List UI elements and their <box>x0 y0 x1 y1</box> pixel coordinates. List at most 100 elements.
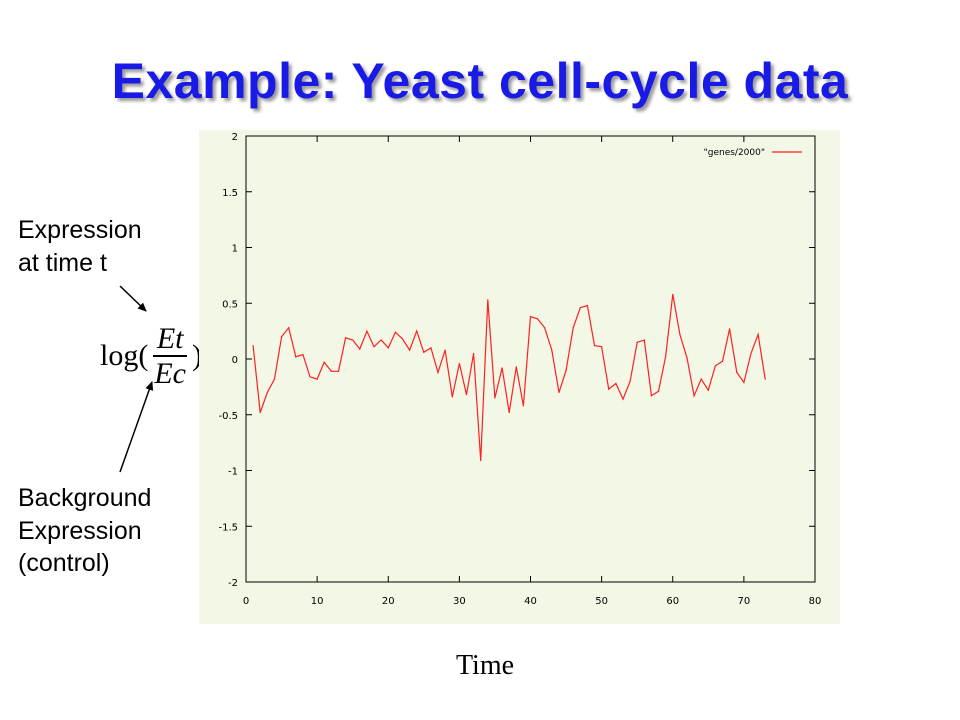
formula-numerator: Et <box>152 322 188 357</box>
x-tick-label: 10 <box>311 596 324 607</box>
data-point <box>408 349 411 351</box>
x-tick-label: 80 <box>809 596 822 607</box>
data-point <box>764 378 766 380</box>
data-point <box>280 336 283 338</box>
data-point <box>757 333 759 336</box>
data-point <box>430 347 432 349</box>
data-point <box>380 339 382 341</box>
background-arrow <box>119 381 154 473</box>
data-point <box>359 348 361 350</box>
x-tick-label: 30 <box>453 596 466 607</box>
y-tick-label: 1 <box>232 244 238 255</box>
background-label-line1: Background <box>18 484 152 512</box>
data-point <box>501 367 503 369</box>
slide-title: Example: Yeast cell-cycle data <box>111 53 849 109</box>
data-point <box>700 378 702 380</box>
data-point <box>601 346 603 348</box>
x-tick-label: 70 <box>738 596 751 607</box>
data-point <box>366 330 368 332</box>
data-point <box>558 391 560 394</box>
data-point <box>736 371 738 373</box>
y-tick-label: 0 <box>232 355 238 366</box>
data-point <box>316 378 318 380</box>
data-point <box>657 390 660 392</box>
plot-background <box>199 130 840 624</box>
y-tick-label: 2 <box>232 132 238 143</box>
data-point <box>473 352 475 355</box>
data-point <box>522 405 524 407</box>
data-point <box>288 327 290 329</box>
data-point <box>714 365 717 367</box>
data-point <box>494 397 496 399</box>
legend-label: "genes/2000" <box>704 148 765 158</box>
expression-label-line2: at time t <box>18 248 107 277</box>
data-point <box>295 356 297 358</box>
data-point <box>650 395 653 397</box>
data-point <box>508 411 510 414</box>
data-point <box>544 327 546 329</box>
data-point <box>665 356 667 358</box>
expression-arrow <box>119 285 147 312</box>
data-point <box>679 333 681 336</box>
data-point <box>615 382 617 385</box>
log-ratio-formula: log( Et Ec ) <box>100 322 202 390</box>
y-tick-label: -2 <box>228 578 238 589</box>
data-point <box>686 357 688 359</box>
data-point <box>629 380 631 382</box>
data-point <box>515 366 517 368</box>
data-point <box>444 349 446 351</box>
data-point <box>480 459 482 462</box>
data-point <box>387 347 389 349</box>
data-point <box>586 304 588 307</box>
y-tick-label: -1.5 <box>218 522 238 533</box>
line-chart: 2 1.5 1 0.5 0 -0.5 -1 -1.5 -2 0 10 20 30 40 50 60 70 80 "g… <box>199 130 840 624</box>
x-axis-title: Time <box>455 650 515 681</box>
y-tick-label: 0.5 <box>222 299 238 310</box>
formula-suffix: ) <box>191 339 202 372</box>
data-point <box>721 360 724 362</box>
data-point <box>465 394 468 396</box>
data-point <box>707 389 709 391</box>
data-point <box>252 345 254 347</box>
data-point <box>451 396 453 398</box>
data-point <box>693 395 695 397</box>
y-tick-label: -0.5 <box>218 411 238 422</box>
x-tick-label: 40 <box>524 596 537 607</box>
data-point <box>401 338 404 340</box>
x-tick-label: 50 <box>595 596 608 607</box>
data-point <box>529 316 532 318</box>
background-label-line2: Expression <box>18 516 142 545</box>
x-tick-label: 0 <box>243 596 249 607</box>
data-point <box>579 307 581 309</box>
data-point <box>266 391 268 394</box>
chart-container: 2 1.5 1 0.5 0 -0.5 -1 -1.5 -2 0 10 20 30 40 50 60 70 80 "g… <box>199 130 840 629</box>
data-point <box>394 331 396 333</box>
data-point <box>537 318 539 320</box>
data-point <box>416 330 418 332</box>
data-point <box>352 339 354 341</box>
x-tick-label: 60 <box>666 596 679 607</box>
data-point <box>344 337 347 339</box>
data-point <box>423 351 425 353</box>
data-point <box>323 361 325 363</box>
background-label: Background Expression (control) <box>18 482 151 580</box>
data-point <box>572 327 574 329</box>
data-point <box>330 370 332 372</box>
data-point <box>551 349 553 351</box>
background-label-line3: (control) <box>18 549 110 577</box>
data-point <box>259 411 261 414</box>
data-point <box>373 346 375 348</box>
data-point <box>622 398 624 400</box>
data-point <box>487 299 489 301</box>
data-point <box>672 293 674 295</box>
data-point <box>729 328 731 330</box>
data-point <box>593 345 596 347</box>
formula-prefix: log( <box>100 339 149 372</box>
data-point <box>437 371 439 373</box>
data-point <box>309 376 311 378</box>
data-point <box>273 378 276 380</box>
data-point <box>608 388 610 390</box>
data-point <box>636 341 638 343</box>
x-tick-label: 20 <box>382 596 395 607</box>
